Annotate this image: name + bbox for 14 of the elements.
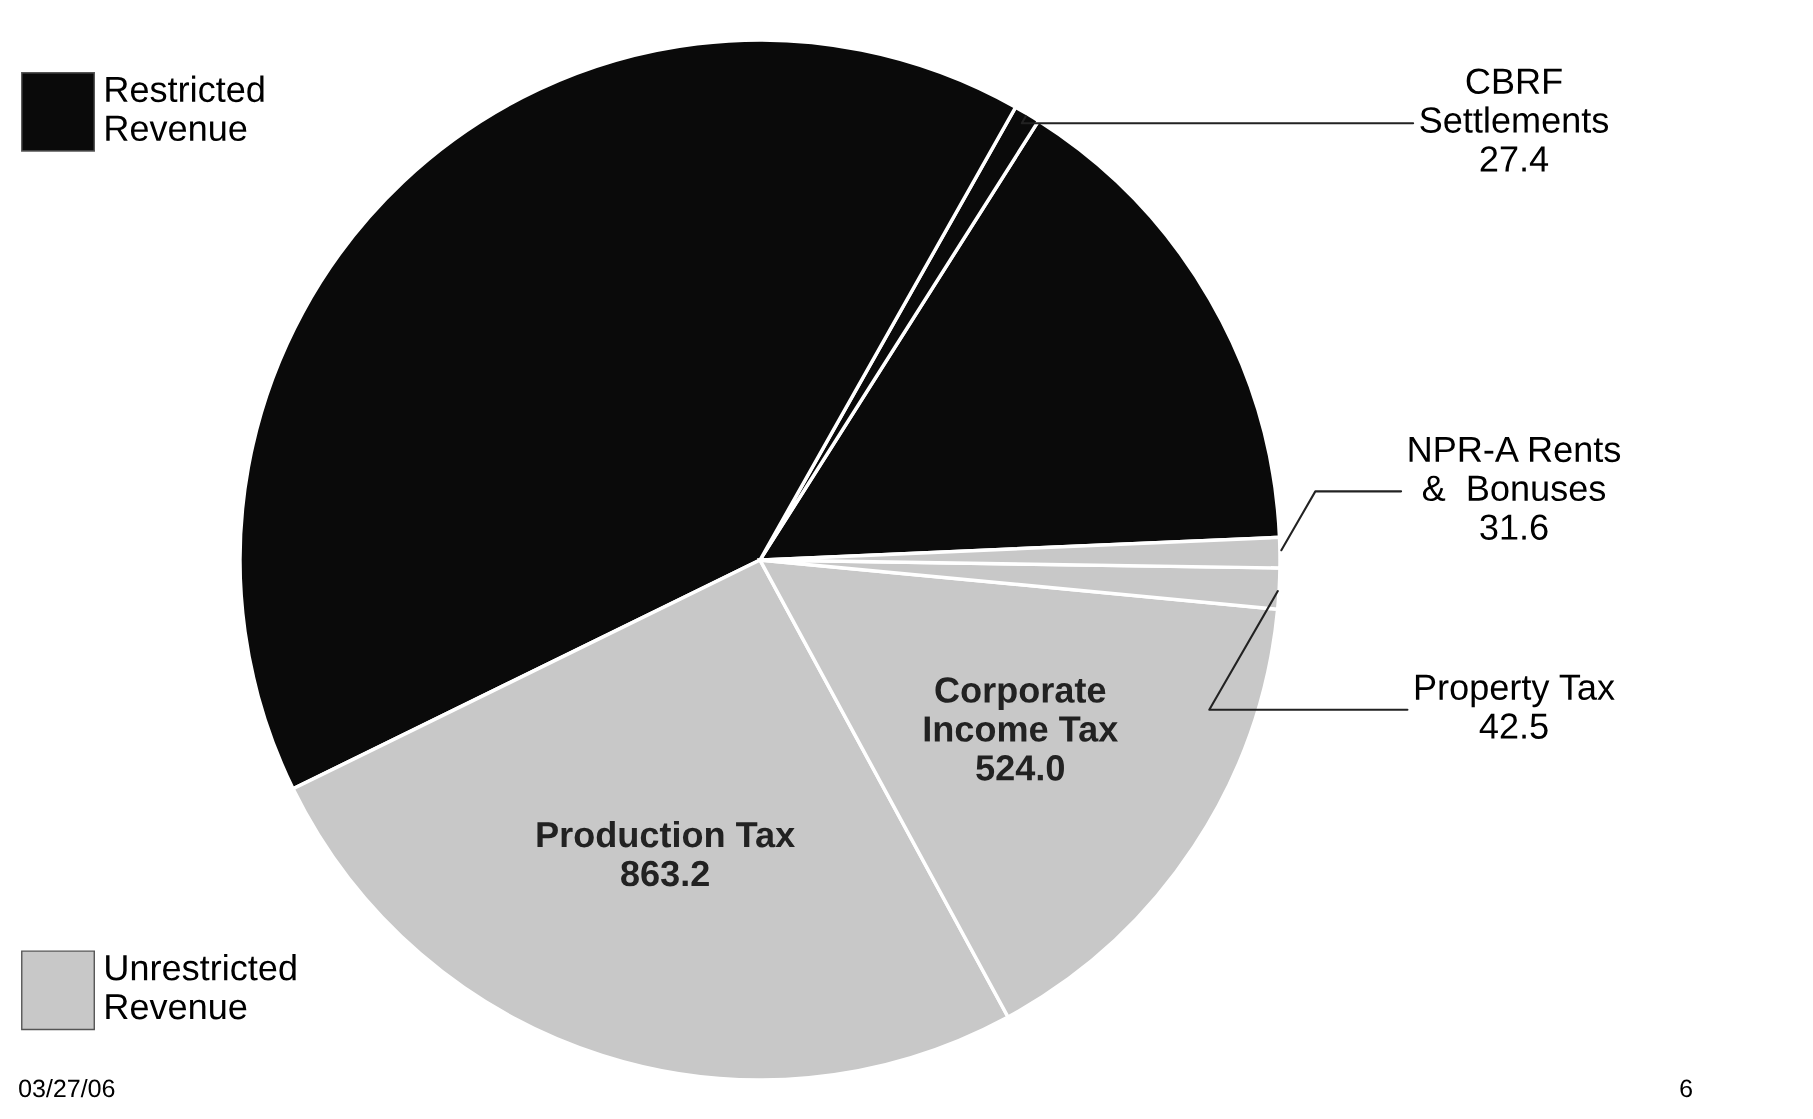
slice-label: Corporate Income Tax bbox=[924, 677, 1119, 742]
text: Unrestricted Revenue bbox=[106, 954, 296, 1020]
data-label: 42.5 bbox=[1479, 713, 1548, 739]
data-label: 524.0 bbox=[976, 755, 1064, 781]
slice-label: Production Tax bbox=[537, 820, 795, 848]
data-label: 27.4 bbox=[1480, 146, 1549, 172]
slice-label: NPR-A Rents & Bonuses bbox=[1409, 436, 1621, 502]
text: Restricted Revenue bbox=[106, 75, 264, 142]
text: 03/27/06 bbox=[19, 1078, 115, 1098]
data-label: 863.2 bbox=[621, 860, 709, 887]
data-label: 31.6 bbox=[1480, 514, 1548, 540]
slice-label: CBRF Settlements bbox=[1420, 68, 1609, 133]
slice-label: Property Tax bbox=[1415, 674, 1615, 708]
text: 6 bbox=[1680, 1079, 1692, 1098]
